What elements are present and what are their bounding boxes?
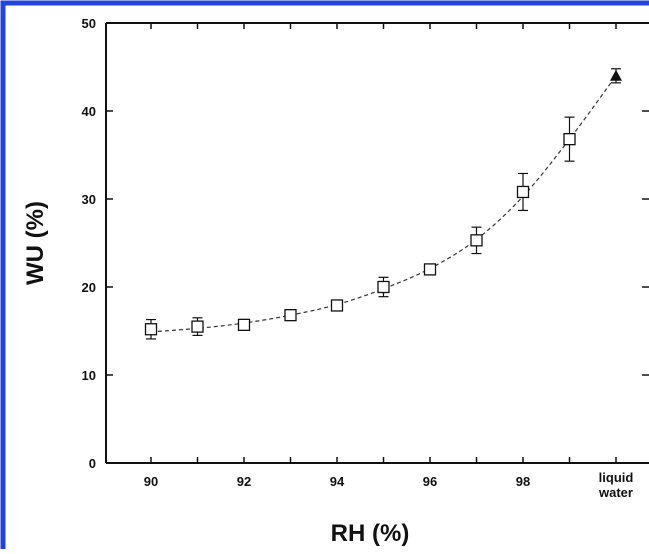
data-point (470, 234, 483, 247)
plot-area: 0 10 20 30 40 50 90 92 94 96 98 liquid water (82, 16, 649, 500)
data-point (237, 318, 251, 331)
y-tick-label: 50 (82, 16, 96, 31)
data-point (563, 133, 576, 146)
x-tick-label: 96 (423, 474, 437, 489)
y-tick-label: 20 (82, 280, 96, 295)
x-tick-label: 92 (237, 474, 251, 489)
data-point (377, 280, 390, 294)
y-tick-label: 40 (82, 104, 96, 119)
data-point (330, 299, 344, 312)
x-axis-title: RH (%) (331, 520, 410, 547)
x-tick-label: 94 (330, 474, 345, 489)
y-tick-label: 10 (82, 368, 96, 383)
y-axis-title: WU (%) (22, 201, 49, 285)
x-tick-label: 98 (516, 474, 530, 489)
data-point (516, 185, 530, 199)
data-point (144, 323, 158, 336)
data-point (423, 263, 437, 276)
data-point (191, 320, 204, 333)
x-tick-label: liquid water (598, 470, 633, 500)
data-point-triangle (610, 69, 622, 81)
y-tick-label: 30 (82, 192, 96, 207)
x-tick-label: 90 (144, 474, 158, 489)
y-tick-label: 0 (89, 456, 96, 471)
data-point (284, 309, 297, 322)
